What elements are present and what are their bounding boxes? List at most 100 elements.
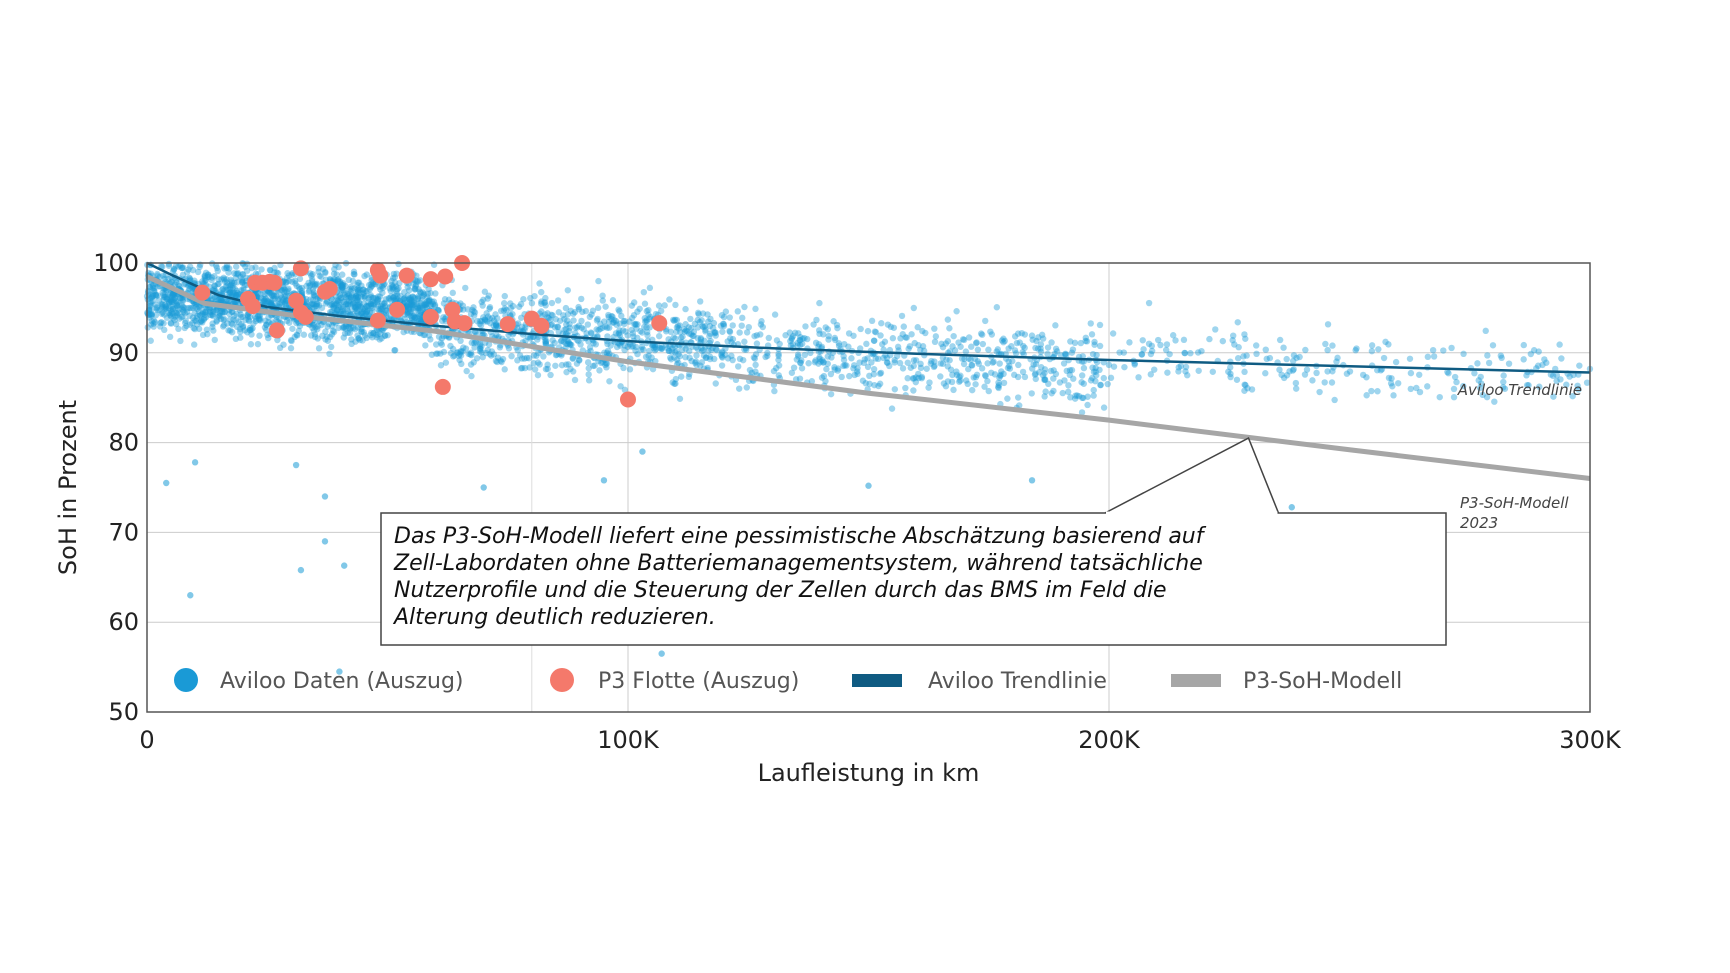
aviloo-point bbox=[516, 352, 524, 359]
aviloo-point bbox=[340, 298, 347, 305]
aviloo-point bbox=[658, 345, 665, 353]
aviloo-point bbox=[973, 371, 981, 379]
aviloo-point bbox=[693, 352, 700, 359]
aviloo-point bbox=[247, 326, 254, 334]
aviloo-point bbox=[995, 381, 1003, 389]
aviloo-point bbox=[358, 293, 365, 300]
aviloo-point bbox=[344, 329, 351, 337]
aviloo-point bbox=[283, 288, 291, 296]
aviloo-point bbox=[441, 296, 449, 303]
aviloo-point bbox=[310, 291, 317, 298]
aviloo-point bbox=[351, 285, 358, 292]
aviloo-point bbox=[343, 300, 350, 308]
aviloo-point bbox=[701, 322, 709, 330]
aviloo-point bbox=[523, 354, 531, 362]
aviloo-point bbox=[358, 304, 365, 311]
aviloo-point bbox=[367, 331, 374, 339]
aviloo-point bbox=[374, 296, 381, 304]
aviloo-point bbox=[377, 305, 384, 313]
aviloo-point bbox=[555, 309, 563, 316]
aviloo-point bbox=[365, 299, 372, 306]
aviloo-point bbox=[565, 340, 573, 347]
aviloo-point bbox=[273, 269, 280, 276]
aviloo-point bbox=[198, 317, 205, 325]
aviloo-point bbox=[1303, 366, 1311, 373]
aviloo-point bbox=[872, 328, 880, 336]
aviloo-point bbox=[405, 301, 412, 308]
aviloo-point bbox=[347, 297, 355, 304]
aviloo-point bbox=[264, 297, 271, 305]
aviloo-point bbox=[594, 304, 602, 312]
aviloo-point bbox=[246, 324, 254, 332]
aviloo-point bbox=[722, 308, 730, 315]
aviloo-point bbox=[454, 349, 461, 357]
aviloo-point bbox=[692, 358, 700, 365]
aviloo-point bbox=[346, 326, 354, 333]
aviloo-point bbox=[201, 273, 208, 280]
aviloo-point bbox=[233, 287, 240, 294]
aviloo-point bbox=[239, 270, 246, 278]
aviloo-point bbox=[310, 289, 318, 296]
aviloo-point bbox=[256, 312, 264, 319]
aviloo-point bbox=[775, 362, 783, 369]
aviloo-point bbox=[148, 311, 156, 318]
aviloo-point bbox=[1028, 390, 1035, 397]
aviloo-point bbox=[1368, 347, 1376, 355]
aviloo-point bbox=[485, 292, 492, 299]
aviloo-point bbox=[646, 324, 654, 331]
aviloo-point bbox=[418, 303, 426, 310]
aviloo-point bbox=[147, 295, 154, 302]
aviloo-point bbox=[521, 364, 529, 372]
aviloo-point bbox=[389, 286, 397, 293]
aviloo-point bbox=[226, 282, 233, 290]
aviloo-point bbox=[237, 314, 245, 321]
aviloo-point bbox=[585, 365, 592, 372]
aviloo-point bbox=[202, 314, 210, 321]
aviloo-point bbox=[823, 365, 830, 373]
aviloo-point bbox=[608, 315, 615, 323]
aviloo-point bbox=[1107, 374, 1115, 382]
aviloo-point bbox=[718, 353, 726, 360]
aviloo-point bbox=[232, 317, 240, 324]
aviloo-point bbox=[354, 294, 362, 301]
aviloo-point bbox=[281, 286, 289, 293]
aviloo-point bbox=[482, 349, 490, 357]
aviloo-point bbox=[850, 362, 858, 369]
aviloo-point bbox=[306, 287, 313, 294]
aviloo-point bbox=[387, 297, 394, 304]
aviloo-point bbox=[303, 282, 310, 290]
aviloo-point bbox=[697, 335, 705, 342]
aviloo-point bbox=[353, 297, 361, 304]
aviloo-point bbox=[702, 354, 710, 362]
aviloo-point bbox=[231, 289, 238, 297]
aviloo-point bbox=[658, 344, 666, 351]
aviloo-point bbox=[278, 299, 285, 306]
aviloo-point bbox=[694, 309, 702, 317]
aviloo-point bbox=[422, 301, 430, 309]
aviloo-point bbox=[223, 276, 230, 283]
aviloo-point bbox=[189, 319, 196, 327]
aviloo-point bbox=[968, 343, 975, 350]
aviloo-point bbox=[1084, 401, 1091, 409]
aviloo-point bbox=[481, 316, 489, 323]
aviloo-point bbox=[296, 285, 304, 293]
aviloo-point bbox=[220, 315, 228, 323]
aviloo-point bbox=[368, 300, 375, 308]
aviloo-point bbox=[984, 377, 991, 385]
aviloo-point bbox=[1092, 364, 1099, 372]
aviloo-point bbox=[258, 266, 265, 273]
aviloo-point bbox=[493, 358, 501, 366]
aviloo-point bbox=[261, 290, 268, 298]
aviloo-point bbox=[996, 374, 1003, 381]
aviloo-point bbox=[426, 296, 433, 303]
aviloo-point bbox=[956, 373, 963, 381]
aviloo-point bbox=[597, 320, 604, 328]
aviloo-point bbox=[353, 307, 360, 315]
aviloo-point bbox=[704, 311, 711, 318]
aviloo-point bbox=[505, 331, 512, 339]
aviloo-point bbox=[741, 303, 748, 311]
aviloo-point bbox=[416, 310, 423, 317]
aviloo-point bbox=[401, 315, 409, 323]
aviloo-point bbox=[530, 359, 537, 367]
aviloo-point bbox=[263, 299, 270, 306]
